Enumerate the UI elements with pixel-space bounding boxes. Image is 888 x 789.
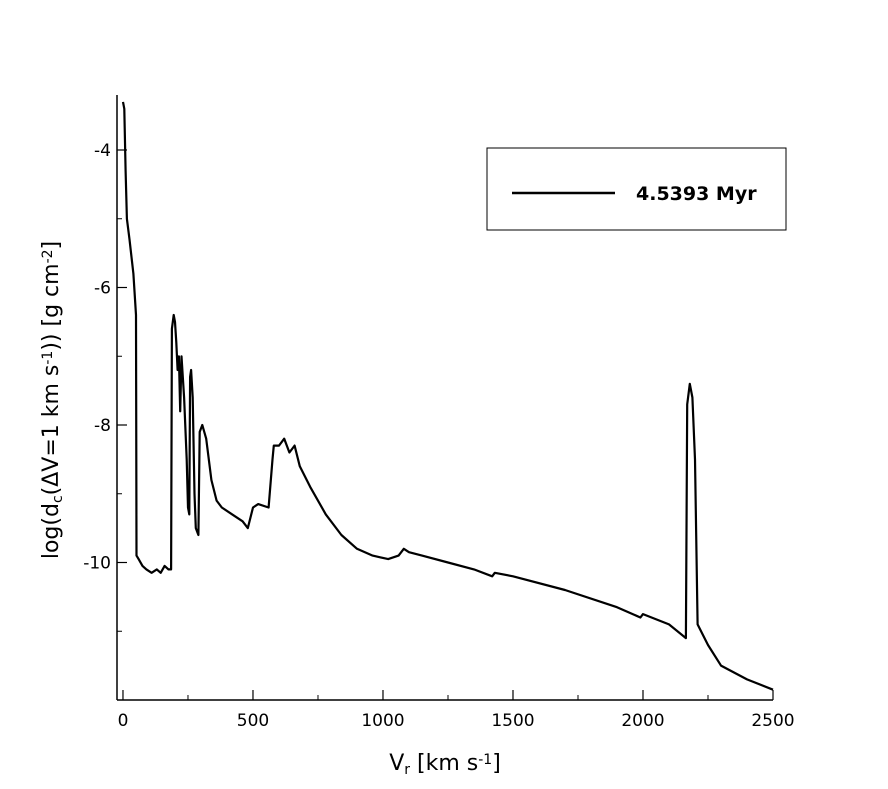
x-axis-label: Vr [km s-1] bbox=[389, 751, 501, 778]
x-tick-label: 2500 bbox=[751, 711, 794, 731]
x-tick-label: 2000 bbox=[621, 711, 664, 731]
label-part: -1 bbox=[40, 351, 56, 365]
label-part: V bbox=[389, 751, 404, 776]
data-line bbox=[121, 101, 774, 691]
x-tick-label: 1000 bbox=[361, 711, 404, 731]
y-tick-label: -6 bbox=[94, 279, 111, 299]
y-tick-label: -10 bbox=[83, 554, 111, 574]
legend-box bbox=[486, 147, 787, 231]
label-part: (ΔV=1 km s bbox=[39, 365, 64, 496]
y-axis-label: log(dc(ΔV=1 km s-1)) [g cm-2] bbox=[39, 241, 66, 559]
y-tick-label: -8 bbox=[94, 416, 111, 436]
x-tick-label: 1500 bbox=[491, 711, 534, 731]
label-part: -1 bbox=[478, 752, 492, 768]
x-tick-label: 0 bbox=[118, 711, 129, 731]
x-tick-label: 500 bbox=[237, 711, 269, 731]
label-part: [km s bbox=[410, 751, 478, 776]
label-part: log(d bbox=[39, 503, 64, 559]
label-part: ] bbox=[39, 241, 64, 250]
legend-label: 4.5393 Myr bbox=[636, 183, 757, 205]
label-part: ] bbox=[492, 751, 501, 776]
label-part: )) [g cm bbox=[39, 263, 64, 350]
label-part: -2 bbox=[40, 249, 56, 263]
label-part: c bbox=[50, 495, 66, 503]
label-part: r bbox=[404, 762, 410, 778]
y-tick-label: -4 bbox=[94, 141, 111, 161]
